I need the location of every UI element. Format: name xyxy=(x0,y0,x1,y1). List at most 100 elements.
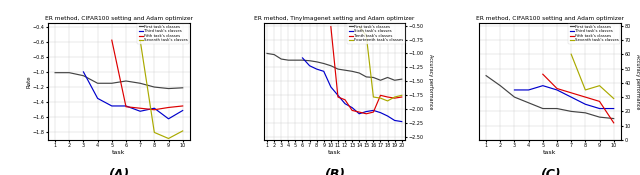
Fifth task's classes xyxy=(164,106,172,108)
Fifth task's classes xyxy=(596,100,604,102)
Tenth task's classes xyxy=(327,26,335,28)
Sixth task's classes xyxy=(320,70,328,72)
Fifth task's classes xyxy=(553,88,561,90)
First task's classes xyxy=(327,65,335,67)
Seventh task's classes xyxy=(150,131,158,134)
Line: First task's classes: First task's classes xyxy=(267,53,402,80)
Line: Seventh task's classes: Seventh task's classes xyxy=(140,40,182,138)
Seventh task's classes xyxy=(567,53,575,55)
Fourteenth task's classes xyxy=(391,96,399,98)
Seventh task's classes xyxy=(610,97,618,100)
Legend: First task's classes, Third task's classes, Fifth task's classes, Seventh task's: First task's classes, Third task's class… xyxy=(138,23,189,44)
Fifth task's classes xyxy=(539,73,547,75)
First task's classes xyxy=(376,79,384,81)
First task's classes xyxy=(285,59,292,61)
Third task's classes xyxy=(567,96,575,98)
First task's classes xyxy=(270,54,278,56)
Seventh task's classes xyxy=(136,39,144,41)
Text: (A): (A) xyxy=(108,167,129,175)
Tenth task's classes xyxy=(391,97,399,99)
Sixth task's classes xyxy=(384,115,392,117)
Third task's classes xyxy=(79,71,87,73)
Line: Tenth task's classes: Tenth task's classes xyxy=(331,27,402,114)
First task's classes xyxy=(108,82,116,84)
Fourteenth task's classes xyxy=(369,96,377,98)
First task's classes xyxy=(497,85,504,87)
Fifth task's classes xyxy=(582,96,589,98)
Fourteenth task's classes xyxy=(384,100,392,102)
Seventh task's classes xyxy=(164,137,172,139)
Legend: First task's classes, Sixth task's classes, Tenth task's classes, Fourteenth tas: First task's classes, Sixth task's class… xyxy=(348,23,404,44)
Line: First task's classes: First task's classes xyxy=(55,73,182,89)
Sixth task's classes xyxy=(362,110,370,113)
First task's classes xyxy=(355,72,363,74)
Third task's classes xyxy=(136,110,144,112)
Third task's classes xyxy=(539,85,547,87)
Line: Fourteenth task's classes: Fourteenth task's classes xyxy=(359,27,402,101)
Seventh task's classes xyxy=(582,89,589,91)
Sixth task's classes xyxy=(327,86,335,88)
Seventh task's classes xyxy=(179,130,186,132)
Fourteenth task's classes xyxy=(376,97,384,99)
Y-axis label: Rate: Rate xyxy=(26,75,31,88)
Sixth task's classes xyxy=(391,119,399,121)
Third task's classes xyxy=(596,107,604,110)
First task's classes xyxy=(348,70,356,72)
First task's classes xyxy=(299,59,307,61)
Tenth task's classes xyxy=(334,96,342,98)
X-axis label: task: task xyxy=(328,150,341,155)
Sixth task's classes xyxy=(313,68,321,70)
Line: Sixth task's classes: Sixth task's classes xyxy=(303,58,402,122)
Y-axis label: Accuracy performance: Accuracy performance xyxy=(635,54,640,109)
First task's classes xyxy=(362,76,370,78)
Line: Fifth task's classes: Fifth task's classes xyxy=(112,40,182,110)
Third task's classes xyxy=(150,107,158,109)
Fifth task's classes xyxy=(150,109,158,111)
First task's classes xyxy=(150,86,158,88)
Third task's classes xyxy=(511,89,518,91)
First task's classes xyxy=(391,79,399,81)
Y-axis label: Accuracy performance: Accuracy performance xyxy=(428,54,433,109)
Third task's classes xyxy=(582,103,589,105)
Legend: First task's classes, Third task's classes, Fifth task's classes, Seventh task's: First task's classes, Third task's class… xyxy=(568,23,620,44)
Sixth task's classes xyxy=(369,109,377,111)
First task's classes xyxy=(511,96,518,98)
First task's classes xyxy=(334,68,342,70)
Line: Seventh task's classes: Seventh task's classes xyxy=(571,54,614,99)
First task's classes xyxy=(596,116,604,118)
First task's classes xyxy=(539,107,547,110)
Fifth task's classes xyxy=(136,107,144,109)
Third task's classes xyxy=(610,107,618,110)
Tenth task's classes xyxy=(341,99,349,101)
First task's classes xyxy=(51,72,59,74)
Text: (B): (B) xyxy=(324,167,345,175)
First task's classes xyxy=(384,76,392,79)
Third task's classes xyxy=(164,118,172,120)
Fifth task's classes xyxy=(610,122,618,124)
Fifth task's classes xyxy=(179,105,186,107)
First task's classes xyxy=(136,82,144,84)
Seventh task's classes xyxy=(596,85,604,87)
Tenth task's classes xyxy=(355,111,363,113)
Sixth task's classes xyxy=(376,112,384,114)
Line: Third task's classes: Third task's classes xyxy=(83,72,182,119)
Sixth task's classes xyxy=(398,121,406,123)
First task's classes xyxy=(263,52,271,54)
Third task's classes xyxy=(94,97,102,99)
First task's classes xyxy=(313,61,321,63)
X-axis label: task: task xyxy=(543,150,557,155)
X-axis label: task: task xyxy=(112,150,125,155)
Sixth task's classes xyxy=(299,57,307,59)
First task's classes xyxy=(553,107,561,110)
Title: ER method, TinyImagenet setting and Adam optimizer: ER method, TinyImagenet setting and Adam… xyxy=(254,16,415,21)
First task's classes xyxy=(94,82,102,84)
Tenth task's classes xyxy=(348,109,356,111)
Fifth task's classes xyxy=(122,106,130,108)
Tenth task's classes xyxy=(384,96,392,98)
First task's classes xyxy=(122,80,130,82)
First task's classes xyxy=(525,102,532,104)
First task's classes xyxy=(292,59,300,61)
First task's classes xyxy=(341,69,349,71)
Third task's classes xyxy=(179,109,186,111)
Third task's classes xyxy=(122,105,130,107)
